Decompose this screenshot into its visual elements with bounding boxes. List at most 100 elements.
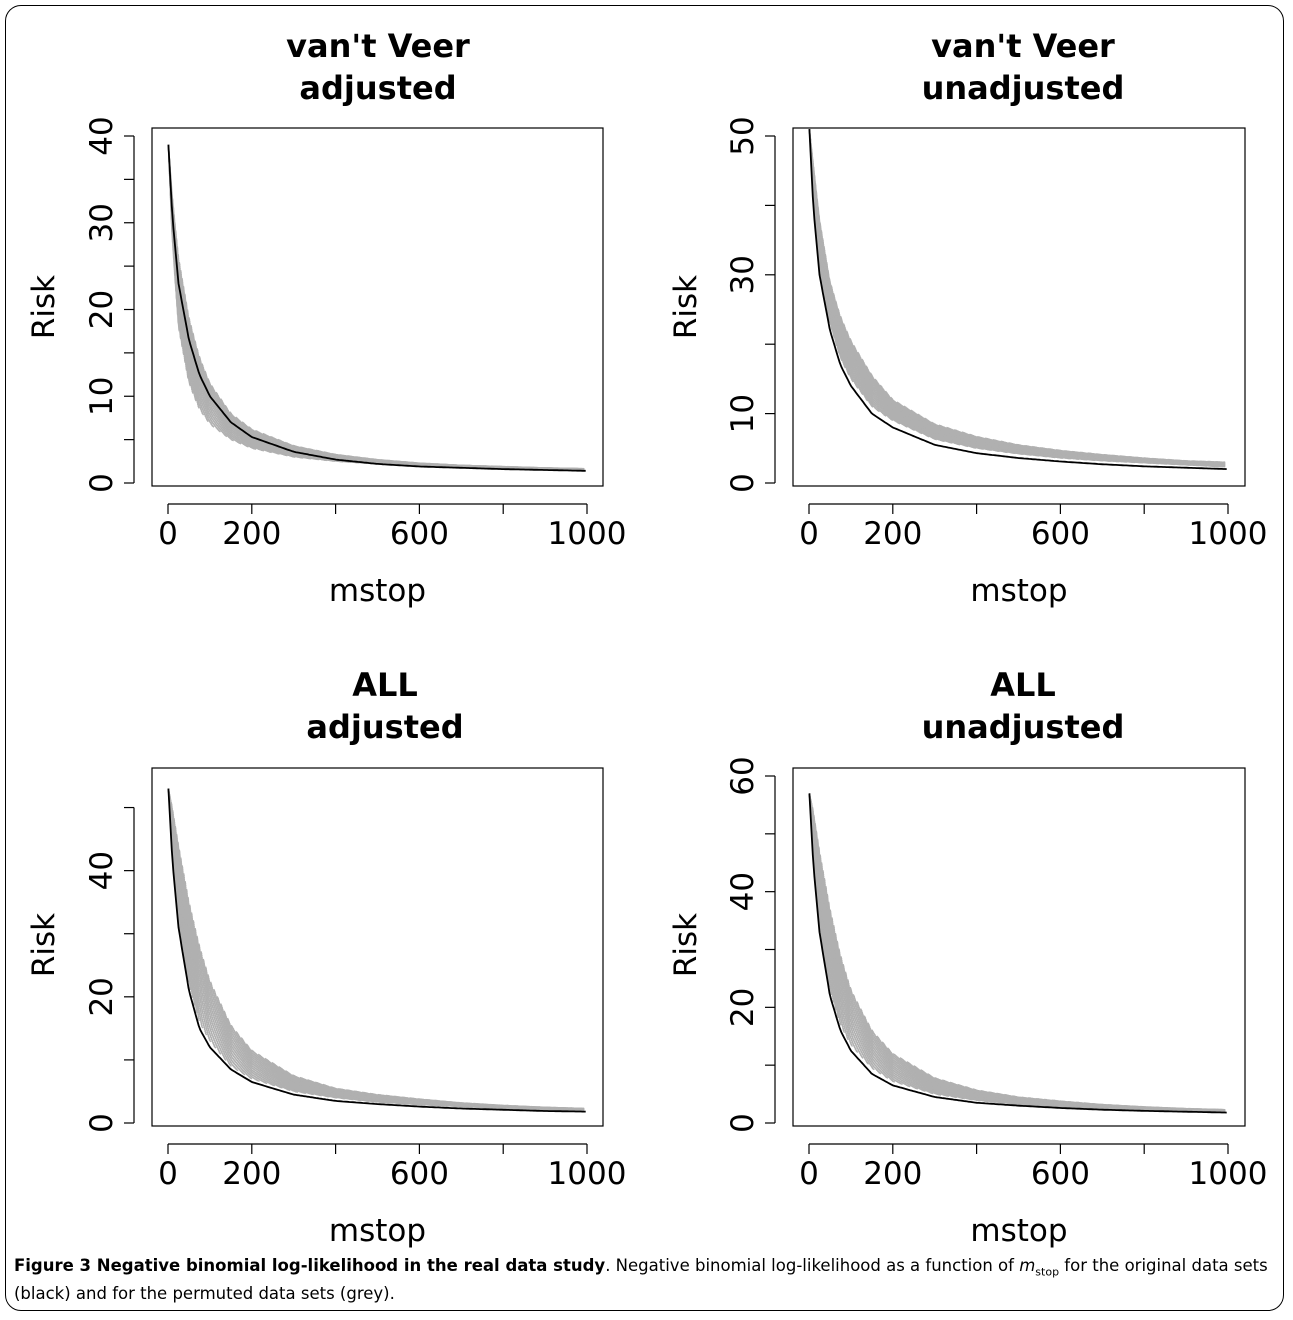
permuted-series-line [808, 129, 1226, 466]
y-tick-label: 60 [725, 756, 761, 795]
x-tick-label: 600 [1031, 516, 1090, 552]
chart-panel-2: van't Veer unadjusted 0 200 600 1000 mstop 0 10 3… [668, 27, 1267, 609]
original-series-line [167, 788, 586, 1113]
permuted-series-line [808, 129, 1226, 466]
chart-title-line: ALL [990, 666, 1056, 704]
permuted-series-line [167, 144, 585, 470]
permuted-series-line [808, 129, 1226, 467]
permuted-series-line [808, 793, 1226, 1112]
permuted-series-line [167, 144, 585, 470]
y-tick-label: 0 [725, 473, 761, 493]
chart-title-line: unadjusted [922, 69, 1125, 107]
permuted-series-line [808, 129, 1226, 467]
y-axis-label: Risk [26, 913, 62, 977]
y-tick-label: 50 [725, 116, 761, 155]
permuted-series-line [808, 129, 1226, 467]
x-tick-label: 200 [222, 1156, 281, 1192]
x-axis-label: mstop [329, 1213, 426, 1249]
x-axis-label: mstop [970, 1213, 1067, 1249]
permuted-series-line [808, 129, 1226, 463]
y-tick-label: 0 [84, 473, 120, 493]
permuted-series-line [167, 788, 585, 1110]
permuted-series-line [808, 793, 1226, 1111]
permuted-series-line [808, 129, 1226, 468]
permuted-series-line [808, 129, 1226, 468]
permuted-series-line [808, 129, 1226, 467]
y-tick-label: 40 [725, 872, 761, 911]
permuted-series-line [167, 788, 585, 1111]
plot-box [151, 127, 604, 487]
permuted-series-line [808, 129, 1226, 467]
chart-title-line: adjusted [306, 708, 463, 746]
permuted-series-line [808, 793, 1226, 1111]
permuted-series-line [808, 129, 1226, 468]
x-tick-label: 600 [390, 1156, 449, 1192]
permuted-series-line [808, 129, 1226, 468]
x-tick-label: 200 [863, 1156, 922, 1192]
original-series-line [808, 129, 1227, 470]
y-tick-label: 10 [84, 377, 120, 416]
chart-title-line: adjusted [299, 69, 456, 107]
caption-variable-sub: stop [1035, 1265, 1060, 1279]
permuted-series-line [808, 129, 1226, 468]
x-axis-label: mstop [970, 573, 1067, 609]
y-tick-label: 0 [84, 1113, 120, 1133]
permuted-series-line [808, 129, 1226, 468]
permuted-series-line [808, 129, 1226, 464]
y-tick-label: 20 [84, 977, 120, 1016]
x-tick-label: 600 [1031, 1156, 1090, 1192]
permuted-series-line [808, 793, 1226, 1112]
permuted-series-line [167, 144, 585, 470]
permuted-series-line [808, 793, 1226, 1112]
permuted-series-line [808, 129, 1226, 467]
permuted-series-line [808, 129, 1226, 467]
permuted-series-line [808, 129, 1226, 468]
permuted-series-line [167, 788, 585, 1111]
x-tick-label: 0 [799, 516, 819, 552]
permuted-series-line [167, 788, 585, 1111]
chart-title-line: unadjusted [922, 708, 1125, 746]
figure-caption: Figure 3 Negative binomial log-likelihoo… [14, 1255, 1282, 1305]
original-series-line [167, 144, 586, 472]
x-tick-label: 1000 [548, 516, 627, 552]
permuted-series-line [167, 144, 585, 470]
permuted-series-line [808, 129, 1226, 467]
permuted-series-line [808, 129, 1226, 467]
permuted-series-line [167, 144, 585, 470]
permuted-series-line [808, 129, 1226, 464]
y-tick-label: 20 [84, 290, 120, 329]
permuted-series-line [808, 129, 1226, 466]
x-tick-label: 0 [158, 516, 178, 552]
permuted-series-line [167, 144, 585, 470]
chart-title-line: van't Veer [931, 27, 1115, 65]
permuted-series-line [808, 793, 1226, 1111]
plot-box [792, 127, 1246, 487]
caption-text-2: for the original data sets (black) and f… [14, 1256, 1268, 1304]
figure-frame [5, 5, 1284, 1311]
permuted-series-line [808, 129, 1226, 466]
permuted-series-line [808, 129, 1226, 467]
y-tick-label: 20 [725, 988, 761, 1027]
y-axis-label: Risk [668, 913, 704, 977]
y-tick-label: 40 [84, 851, 120, 890]
x-tick-label: 0 [158, 1156, 178, 1192]
permuted-series-line [808, 129, 1226, 466]
x-tick-label: 200 [222, 516, 281, 552]
y-axis-label: Risk [26, 275, 62, 339]
chart-panel-3: ALL adjusted 0 200 600 1000 mstop 0 20 40 Risk [26, 666, 626, 1249]
permuted-series-line [167, 788, 585, 1110]
permuted-series-line [808, 129, 1226, 467]
x-tick-label: 600 [390, 516, 449, 552]
permuted-series-line [808, 129, 1226, 467]
permuted-series-line [808, 793, 1226, 1111]
permuted-series-line [167, 788, 585, 1110]
caption-lead: Figure 3 Negative binomial log-likelihoo… [14, 1256, 606, 1275]
caption-text-1: . Negative binomial log-likelihood as a … [605, 1256, 1020, 1275]
x-tick-label: 1000 [548, 1156, 627, 1192]
y-tick-label: 0 [725, 1113, 761, 1133]
permuted-series-line [808, 129, 1226, 466]
permuted-series-line [167, 144, 585, 470]
plot-box [792, 767, 1246, 1127]
permuted-series-line [808, 129, 1226, 467]
